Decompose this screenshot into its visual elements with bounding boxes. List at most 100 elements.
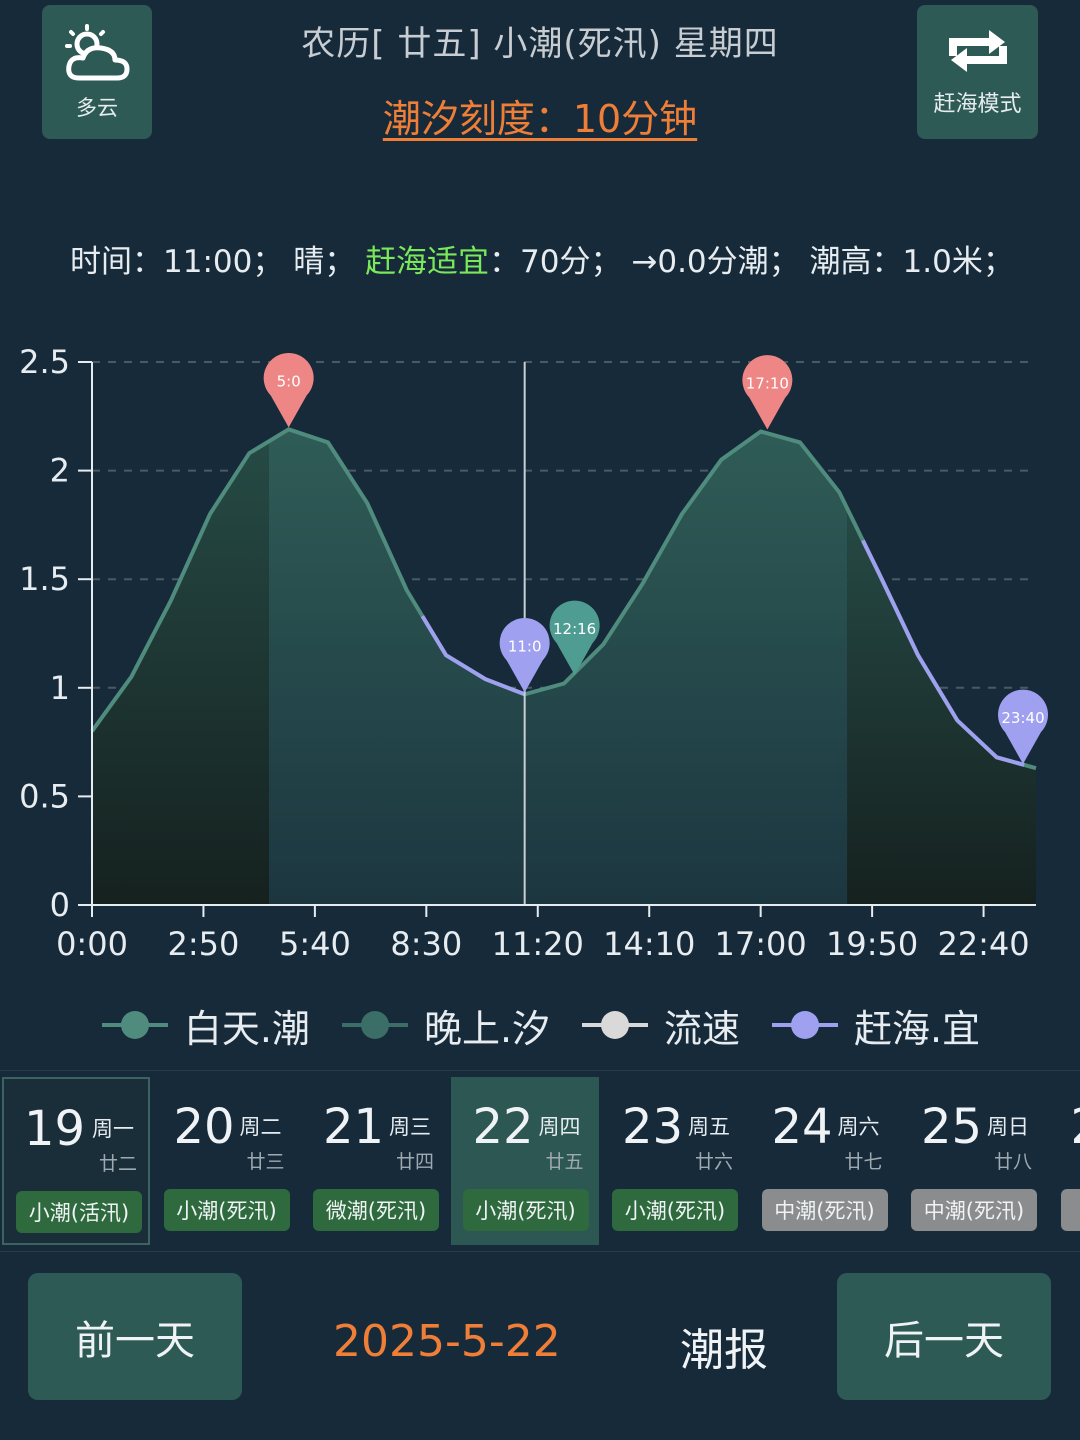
day-weekday: 周三 xyxy=(389,1115,431,1139)
day-lunar: 廿五 xyxy=(545,1151,584,1173)
marker-pin-shape xyxy=(549,600,600,675)
divider xyxy=(0,1070,1080,1071)
good-time-line xyxy=(420,615,526,697)
day-item[interactable]: 24 周六廿七中潮(死汛) xyxy=(750,1077,898,1245)
day-weekday: 周日 xyxy=(987,1115,1029,1139)
legend-dot-icon xyxy=(341,1011,408,1039)
day-weekday: 周五 xyxy=(688,1115,730,1139)
day-item[interactable]: 23 周五廿六小潮(死汛) xyxy=(600,1077,748,1245)
tide-type-badge: 中潮(死汛) xyxy=(761,1189,888,1231)
info-time: 时间：11:00； xyxy=(70,244,284,280)
legend-label: 赶海.宜 xyxy=(854,1006,981,1051)
lunar-date-line: 农历[ 廿五] 小潮(死汛) 星期四 xyxy=(301,24,779,64)
good-time-line xyxy=(861,539,1025,767)
marker-pin: 12:16 xyxy=(549,600,600,675)
day-weekday: 周二 xyxy=(239,1115,282,1139)
marker-pin-shape xyxy=(998,689,1049,764)
mode-button[interactable]: 赶海模式 xyxy=(917,5,1038,139)
info-flow: →0.0分潮； xyxy=(631,244,800,280)
day-item[interactable]: 20 周二廿三小潮(死汛) xyxy=(152,1077,300,1245)
chart-legend: 白天.潮 晚上.汐 流速 赶海.宜 xyxy=(0,995,1080,1055)
marker-pin: 11:0 xyxy=(499,617,550,693)
marker-label: 23:40 xyxy=(1001,709,1044,727)
info-suitability-label: 赶海适宜 xyxy=(365,244,490,280)
x-tick-label: 17:00 xyxy=(715,925,807,963)
weather-label: 多云 xyxy=(76,96,118,120)
tide-report-button[interactable]: 潮报 xyxy=(680,1325,768,1376)
legend-label: 晚上.汐 xyxy=(423,1006,551,1051)
legend-dot-icon xyxy=(772,1011,839,1039)
day-lunar: 廿三 xyxy=(246,1151,285,1173)
day-item[interactable]: 2中 xyxy=(1049,1077,1080,1245)
day-item[interactable]: 21 周三 廿四 微潮(死汛) xyxy=(301,1077,449,1245)
marker-pin: 17:10 xyxy=(742,355,793,430)
marker-label: 17:10 xyxy=(746,375,789,393)
day-number: 19 xyxy=(24,1101,86,1157)
legend-item[interactable]: 赶海.宜 xyxy=(770,998,980,1053)
tide-type-badge: 小潮(死汛) xyxy=(163,1189,290,1231)
day-item[interactable]: 19 周一廿二小潮(活汛) xyxy=(2,1077,150,1245)
marker-pin-shape xyxy=(499,617,550,693)
legend-label: 流速 xyxy=(664,1006,741,1051)
day-number: 21 xyxy=(323,1099,385,1155)
info-height: 潮高：1.0米； xyxy=(809,244,1014,280)
day-strip[interactable]: 19 周一 廿二 小潮(活汛) 20 周二 廿三 小潮(死汛) 21 周三 廿四 微潮(死汛) 22 周四… xyxy=(0,1077,1080,1247)
day-lunar: 廿六 xyxy=(695,1151,734,1173)
prev-day-button[interactable]: 前一天 xyxy=(28,1273,242,1400)
marker-label: 12:16 xyxy=(553,620,596,638)
legend-item[interactable]: 白天.潮 xyxy=(100,998,310,1053)
tide-type-badge: 中潮(死汛) xyxy=(911,1189,1037,1231)
y-tick-label: 0 xyxy=(50,886,70,924)
x-tick-label: 11:20 xyxy=(492,925,584,963)
y-tick-label: 1 xyxy=(50,669,70,707)
current-date[interactable]: 2025-5-22 xyxy=(333,1316,561,1367)
repeat-icon xyxy=(948,30,1007,72)
day-number: 25 xyxy=(921,1099,983,1155)
x-tick-label: 0:00 xyxy=(56,925,128,963)
day-area xyxy=(269,429,848,905)
tide-type-badge: 小潮(死汛) xyxy=(462,1189,589,1231)
tide-info-line: 时间：11:00； 晴； 赶海适宜：70分； →0.0分潮； 潮高：1.0米； xyxy=(70,236,1014,281)
legend-item[interactable]: 流速 xyxy=(580,998,740,1053)
legend-dot-icon xyxy=(101,1011,168,1039)
y-tick-label: 0.5 xyxy=(19,777,70,815)
weather-button[interactable]: 多云 xyxy=(42,5,152,139)
x-tick-label: 19:50 xyxy=(826,925,918,963)
x-tick-label: 22:40 xyxy=(937,925,1029,963)
day-weekday: 周一 xyxy=(92,1117,134,1141)
y-tick-label: 1.5 xyxy=(19,560,70,598)
legend-item[interactable]: 晚上.汐 xyxy=(340,998,550,1053)
y-tick-label: 2 xyxy=(50,452,70,490)
day-number: 23 xyxy=(622,1099,684,1155)
day-number: 24 xyxy=(771,1099,833,1155)
x-tick-label: 2:50 xyxy=(168,925,240,963)
legend-label: 白天.潮 xyxy=(183,1006,310,1051)
x-tick-label: 5:40 xyxy=(279,925,351,963)
tide-scale-link[interactable]: 潮汐刻度：10分钟 xyxy=(382,97,698,141)
marker-label: 5:0 xyxy=(277,372,301,390)
partly-cloudy-icon xyxy=(65,24,130,81)
marker-pin-shape xyxy=(742,355,793,430)
day-weekday: 周四 xyxy=(538,1115,581,1139)
day-lunar: 廿四 xyxy=(396,1151,435,1173)
info-weather: 晴； xyxy=(293,244,356,280)
mode-label: 赶海模式 xyxy=(933,92,1022,117)
y-tick-label: 2.5 xyxy=(19,343,70,381)
day-lunar: 廿二 xyxy=(99,1153,138,1175)
info-score: ：70分； xyxy=(489,244,622,280)
tide-type-badge: 小潮(活汛) xyxy=(16,1191,142,1233)
day-lunar: 廿七 xyxy=(844,1151,883,1173)
day-number: 2 xyxy=(1071,1099,1080,1155)
x-tick-label: 14:10 xyxy=(603,925,695,963)
night-area xyxy=(92,441,269,905)
day-number: 20 xyxy=(173,1099,235,1155)
day-item[interactable]: 25 周日廿八中潮(死汛) xyxy=(899,1077,1047,1245)
day-item[interactable]: 22 周四 廿五 小潮(死汛) xyxy=(450,1077,599,1245)
tide-chart[interactable]: 0 0.5 1 1.5 2 2.5 0:00 2:50 5:40 8:30 11:20 14:10 17… xyxy=(0,330,1080,990)
day-weekday: 周六 xyxy=(837,1115,880,1139)
next-day-button[interactable]: 后一天 xyxy=(837,1273,1051,1400)
tide-type-badge: 小潮(死汛) xyxy=(612,1189,738,1231)
day-lunar: 廿八 xyxy=(994,1151,1033,1173)
marker-pin: 5:0 xyxy=(263,352,314,428)
marker-pin: 23:40 xyxy=(998,689,1049,764)
